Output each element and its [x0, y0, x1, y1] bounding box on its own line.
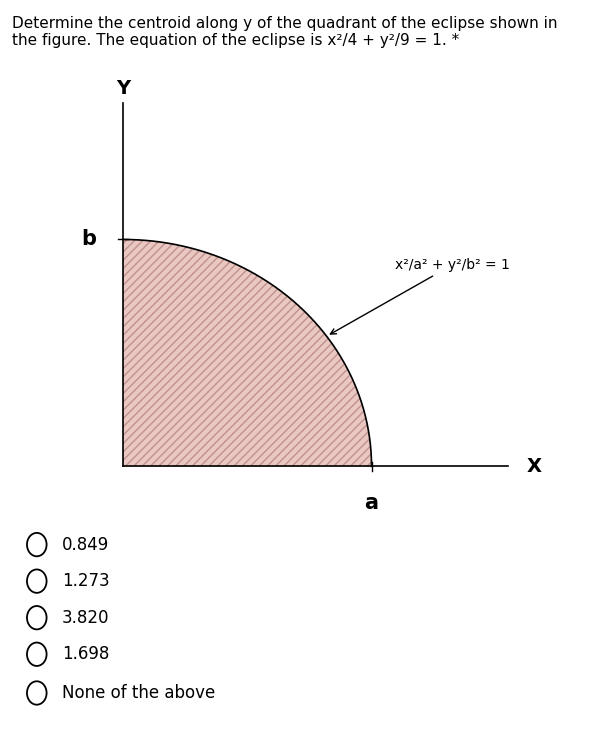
- Text: 3.820: 3.820: [62, 609, 109, 626]
- Polygon shape: [123, 240, 371, 466]
- Text: the figure. The equation of the eclipse is x²/4 + y²/9 = 1. *: the figure. The equation of the eclipse …: [12, 33, 460, 48]
- Text: x²/a² + y²/b² = 1: x²/a² + y²/b² = 1: [330, 258, 510, 334]
- Text: X: X: [527, 457, 542, 476]
- Text: 1.273: 1.273: [62, 572, 110, 590]
- Text: Y: Y: [116, 79, 130, 98]
- Text: a: a: [365, 493, 379, 512]
- Text: None of the above: None of the above: [62, 684, 215, 702]
- Text: 1.698: 1.698: [62, 645, 109, 663]
- Text: b: b: [81, 230, 96, 249]
- Text: 0.849: 0.849: [62, 536, 109, 553]
- Text: Determine the centroid along y of the quadrant of the eclipse shown in: Determine the centroid along y of the qu…: [12, 16, 558, 31]
